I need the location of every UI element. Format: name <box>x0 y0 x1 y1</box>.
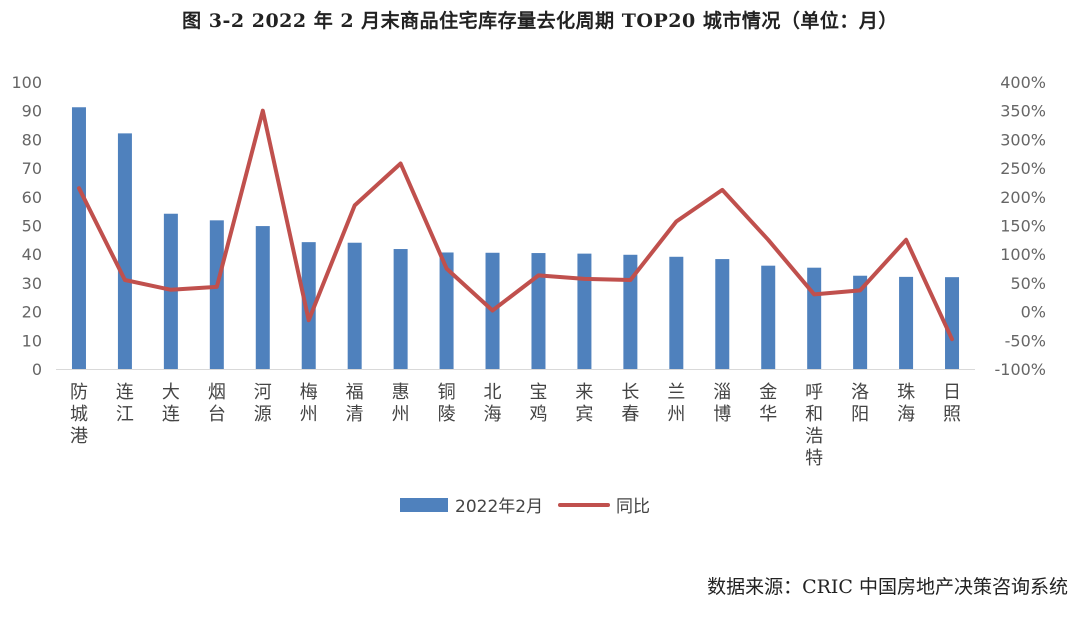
category-label: 来宾 <box>575 382 593 425</box>
bar <box>255 226 270 369</box>
category-label: 连江 <box>116 382 134 425</box>
left-tick-label: 30 <box>22 274 42 293</box>
chart-title: 图 3-2 2022 年 2 月末商品住宅库存量去化周期 TOP20 城市情况（… <box>182 10 898 32</box>
right-tick-label: 150% <box>1000 217 1046 236</box>
left-tick-label: 40 <box>22 245 42 264</box>
legend-bar-label: 2022年2月 <box>455 497 543 517</box>
category-label: 铜陵 <box>438 382 456 425</box>
right-tick-label: -100% <box>994 360 1046 379</box>
bar <box>347 242 362 369</box>
bar <box>393 249 408 369</box>
bar <box>209 220 224 369</box>
category-label: 呼和浩特 <box>805 382 823 469</box>
category-label: 烟台 <box>208 382 226 425</box>
category-label: 防城港 <box>70 382 88 447</box>
right-tick-label: 200% <box>1000 188 1046 207</box>
category-label: 洛阳 <box>851 382 869 425</box>
right-tick-label: -50% <box>1005 331 1046 350</box>
bar <box>623 254 638 369</box>
category-label: 淄博 <box>713 382 731 425</box>
right-tick-label: 400% <box>1000 73 1046 92</box>
bar <box>577 253 592 369</box>
legend-line-label: 同比 <box>616 497 650 517</box>
category-label: 日照 <box>943 382 961 425</box>
bar <box>945 277 960 369</box>
right-tick-label: 0% <box>1021 303 1046 322</box>
bar <box>117 133 132 369</box>
bar <box>301 242 316 369</box>
yoy-line <box>77 108 954 342</box>
bar <box>807 267 822 369</box>
bar <box>899 276 914 369</box>
bar <box>853 275 868 369</box>
left-axis: 0 10 20 30 40 50 60 70 80 90 100 <box>11 73 42 379</box>
right-tick-label: 100% <box>1000 245 1046 264</box>
right-axis: -100% -50% 0% 50% 100% 150% 200% 250% 300% 350% 40… <box>994 73 1046 379</box>
line-series <box>77 108 954 342</box>
legend: 2022年2月 同比 <box>400 497 650 517</box>
source-note: 数据来源：CRIC 中国房地产决策咨询系统 <box>707 576 1068 598</box>
left-tick-label: 60 <box>22 188 42 207</box>
right-tick-label: 350% <box>1000 102 1046 121</box>
bar <box>761 265 776 369</box>
bar <box>439 252 454 369</box>
left-tick-label: 20 <box>22 303 42 322</box>
left-tick-label: 50 <box>22 217 42 236</box>
left-tick-label: 100 <box>11 73 42 92</box>
right-tick-label: 50% <box>1010 274 1046 293</box>
category-label: 兰州 <box>667 382 685 425</box>
left-tick-label: 0 <box>32 360 42 379</box>
category-label: 珠海 <box>897 382 915 425</box>
category-label: 福清 <box>346 382 364 425</box>
category-label: 大连 <box>162 382 180 425</box>
category-label: 北海 <box>484 382 502 425</box>
category-label: 惠州 <box>392 382 410 425</box>
bar <box>669 256 684 369</box>
left-tick-label: 80 <box>22 130 42 149</box>
left-tick-label: 90 <box>22 102 42 121</box>
category-label: 宝鸡 <box>529 382 547 425</box>
left-tick-label: 70 <box>22 159 42 178</box>
category-label: 河源 <box>254 382 272 425</box>
bar <box>531 253 546 369</box>
right-tick-label: 250% <box>1000 159 1046 178</box>
bar <box>715 259 730 369</box>
bar <box>71 107 86 370</box>
left-tick-label: 10 <box>22 331 42 350</box>
bar-series <box>71 107 960 370</box>
category-label: 金华 <box>759 382 777 425</box>
legend-bar-swatch <box>400 498 448 512</box>
category-label: 梅州 <box>300 382 318 425</box>
right-tick-label: 300% <box>1000 130 1046 149</box>
category-label: 长春 <box>621 382 639 425</box>
